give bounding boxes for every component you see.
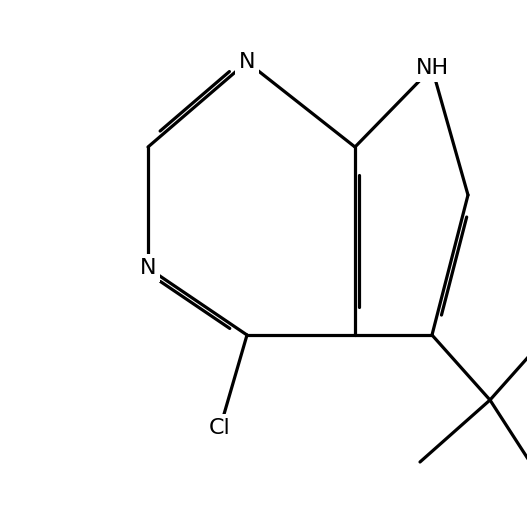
- Text: Cl: Cl: [209, 418, 231, 438]
- Text: NH: NH: [415, 58, 448, 78]
- Text: N: N: [140, 258, 156, 278]
- Text: N: N: [239, 52, 255, 72]
